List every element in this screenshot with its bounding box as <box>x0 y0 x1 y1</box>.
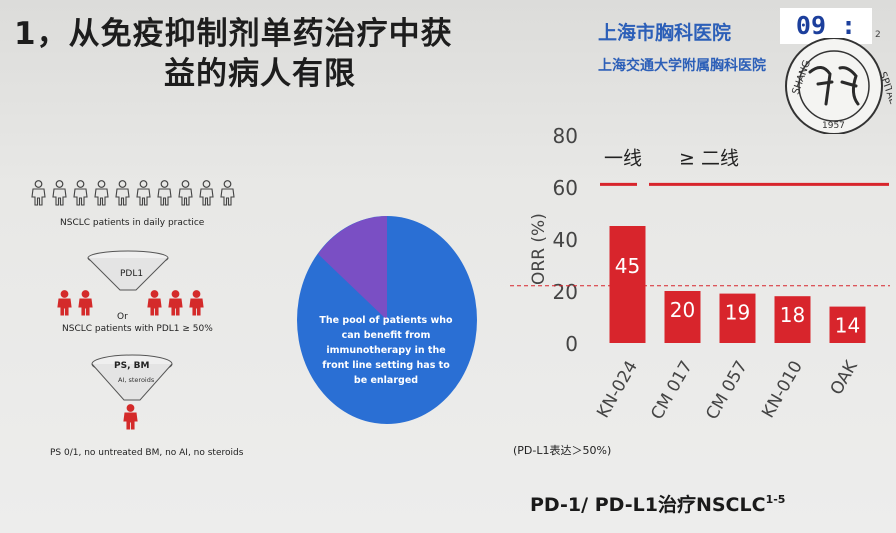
group-label: 一线 <box>604 147 642 169</box>
bar <box>664 291 701 343</box>
person-icon <box>78 290 93 316</box>
y-axis-label: ORR (%) <box>529 213 549 285</box>
person-icon <box>136 180 151 206</box>
pie-text: The pool of patients who can benefit fro… <box>319 315 453 386</box>
bar <box>774 296 811 343</box>
person-icon <box>52 180 67 206</box>
bar-value-label: 14 <box>835 314 860 338</box>
footer-title-text: PD-1/ PD-L1治疗NSCLC <box>530 494 766 516</box>
y-tick-label: 0 <box>565 332 578 356</box>
person-icon <box>115 180 130 206</box>
seal-year: 1957 <box>822 121 845 131</box>
person-icon <box>123 404 138 430</box>
chart-caption: (PD-L1表达＞50%) <box>513 444 612 457</box>
filter2-subtitle: AI, steroids <box>118 376 155 384</box>
label-pdl1-50: NSCLC patients with PDL1 ≥ 50% <box>62 324 213 334</box>
person-icon <box>57 290 72 316</box>
person-icon <box>157 180 172 206</box>
pie-minor-slice <box>318 216 387 320</box>
hospital-name: 上海市胸科医院 上海交通大学附属胸科医院 <box>598 18 766 75</box>
bar-value-label: 20 <box>670 298 695 322</box>
y-tick-label: 40 <box>553 228 578 252</box>
filter-funnel-ps-bm: PS, BM AI, steroids <box>91 354 173 401</box>
x-tick-label: KN-024 <box>593 358 642 422</box>
filter2-title: PS, BM <box>114 361 149 371</box>
y-tick-label: 80 <box>553 124 578 148</box>
orr-bar-chart: ORR (%) 0 20 40 60 80 一线 ≥ 二线 45 20 19 18 14 KN-0… <box>510 124 890 424</box>
hospital-affiliation: 上海交通大学附属胸科医院 <box>598 58 766 74</box>
y-tick-label: 20 <box>553 280 578 304</box>
bar <box>719 293 756 343</box>
x-tick-label: OAK <box>827 357 863 399</box>
slide-title-line1: 1，从免疫抑制剂单药治疗中获 <box>14 16 453 52</box>
bar <box>609 226 646 343</box>
label-or: Or <box>117 312 128 322</box>
person-icon <box>220 180 235 206</box>
slide-title: 1，从免疫抑制剂单药治疗中获 益的病人有限 <box>14 14 453 94</box>
footer-title: PD-1/ PD-L1治疗NSCLC1-5 <box>530 490 785 517</box>
person-icon <box>199 180 214 206</box>
bar-value-label: 18 <box>780 303 805 327</box>
y-tick-label: 60 <box>553 176 578 200</box>
people-row-daily <box>30 180 236 206</box>
footer-superscript: 1-5 <box>765 493 786 506</box>
label-daily-practice: NSCLC patients in daily practice <box>60 218 205 228</box>
person-icon <box>31 180 46 206</box>
filter1-label: PDL1 <box>120 269 143 279</box>
x-axis-ticks: KN-024 CM 017 CM 057 KN-010 OAK <box>593 357 862 424</box>
person-icon <box>178 180 193 206</box>
person-icon <box>73 180 88 206</box>
person-icon <box>94 180 109 206</box>
x-tick-label: KN-010 <box>758 358 807 422</box>
y-axis-ticks: 0 20 40 60 80 <box>553 124 578 356</box>
people-row-pdl1-left <box>56 290 94 316</box>
label-final-criteria: PS 0/1, no untreated BM, no AI, no stero… <box>50 448 244 458</box>
filter-funnel-pdl1: PDL1 <box>87 250 169 291</box>
bar-value-label: 45 <box>615 254 640 278</box>
patient-pool-pie <box>297 216 477 424</box>
x-tick-label: CM 057 <box>702 358 752 424</box>
bar-value-label: 19 <box>725 301 750 325</box>
group-label: ≥ 二线 <box>679 147 739 169</box>
group-threshold-lines: 一线 ≥ 二线 <box>600 147 889 186</box>
x-tick-label: CM 017 <box>647 358 697 424</box>
person-icon <box>147 290 162 316</box>
bars: 45 20 19 18 14 <box>609 226 866 343</box>
people-row-final <box>122 404 139 430</box>
bar <box>829 306 866 343</box>
person-icon <box>189 290 204 316</box>
person-icon <box>168 290 183 316</box>
hospital-seal-logo: SHANG SPITAL 1957 <box>785 38 892 134</box>
people-row-pdl1-right <box>146 290 205 316</box>
clock-subscript: 2 <box>875 30 881 40</box>
hospital-name-cn: 上海市胸科医院 <box>598 22 732 44</box>
slide-title-line2: 益的病人有限 <box>164 56 356 92</box>
